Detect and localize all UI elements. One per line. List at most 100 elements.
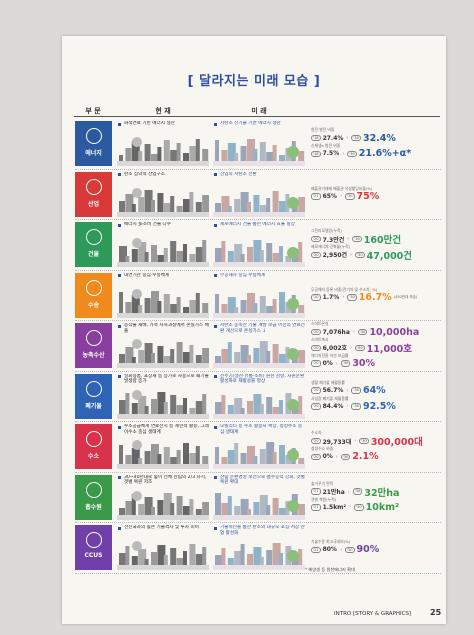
arrow: › [354, 438, 357, 444]
building [119, 507, 125, 515]
building [163, 555, 168, 565]
illustration [117, 339, 209, 368]
arrow: › [352, 329, 355, 336]
building [227, 296, 236, 313]
building [221, 457, 228, 464]
stat-label: 숲가꾸기 면적 [311, 480, 334, 486]
building [227, 404, 234, 414]
arrow: › [342, 294, 345, 301]
to-value: 160만건 [363, 235, 402, 246]
stat-label: 기술수준 최고국대비(%) [311, 539, 351, 545]
from-value: 84.4% [322, 402, 344, 410]
ground [213, 363, 305, 368]
to-value: 47,000건 [366, 250, 413, 262]
stat: 원전·발전 비중 '18 27.4% › '30 32.4% [311, 127, 441, 144]
footnote: * 해양생 등 원천에너지 확대 [305, 567, 355, 572]
to-year: '30 [351, 134, 361, 142]
building [234, 153, 239, 161]
tree [287, 196, 299, 209]
illustration [213, 392, 305, 419]
tree [287, 398, 299, 411]
building [298, 151, 305, 161]
arrow: › [339, 193, 342, 200]
page-number: 25 [430, 608, 442, 617]
building [221, 303, 228, 313]
ground [213, 413, 305, 419]
ground [117, 363, 209, 368]
sector-row: 건물 에너지 多소비 건물 다수 제로에너지 건물 통한 에너지 효율 향상 그린리모… [75, 220, 441, 271]
building [195, 355, 202, 363]
building [227, 342, 232, 363]
smoke [132, 339, 142, 349]
building [176, 143, 181, 161]
to-value: 64% [362, 385, 386, 396]
current-text: 선진국과의 높은 기술격차 및 투자 미비 [117, 525, 209, 537]
stat: 청정수소 비중 '20 0% › '30 2.1% [311, 446, 441, 462]
from-value: 7.3만건 [322, 236, 345, 244]
stat-label: 제로에너지 건축물(누적) [311, 244, 351, 249]
ground [213, 211, 305, 217]
building [215, 356, 221, 363]
arrow: › [342, 150, 345, 157]
future-text: 모빌리티 등 수소 활용처 확장, 청정수소 중심 생태계 [213, 424, 305, 436]
illustration [213, 492, 305, 520]
building [259, 557, 264, 565]
from-year: '21 [311, 504, 321, 511]
building [189, 191, 194, 212]
from-year: '20 [311, 294, 321, 301]
building [189, 146, 198, 161]
building [189, 544, 196, 565]
illustration [117, 238, 209, 267]
stat: 제로에너지 건축물(누적) '20 2,950건 › '30 47,000건 [311, 244, 441, 262]
building [298, 458, 305, 464]
stat-label: 원전·발전 비중 [311, 127, 335, 133]
stat-line: '21 1.5km² › '30 10km² [311, 502, 441, 513]
stat-line: '20 6,002호 › '30 11,000호 [311, 343, 441, 355]
header-rule [74, 116, 440, 117]
building [215, 293, 219, 313]
building [240, 146, 247, 161]
building [183, 352, 191, 363]
building [259, 250, 264, 262]
building [259, 403, 264, 414]
stat-note: (450만대 보급) [393, 294, 418, 299]
building [202, 240, 207, 262]
to-year: '30 [347, 294, 357, 301]
building [202, 149, 209, 161]
building [125, 500, 134, 515]
building [144, 451, 151, 464]
building [151, 353, 155, 363]
tree [287, 348, 299, 360]
building [266, 243, 273, 262]
from-year: '18 [311, 134, 321, 142]
building [272, 452, 277, 464]
building [131, 294, 140, 313]
building [138, 549, 147, 565]
illustration [117, 440, 209, 469]
building [253, 456, 258, 464]
ground [213, 514, 305, 520]
building [157, 454, 162, 464]
current-text: 농작물 재배, 가축 사육과정에서 온실가스 배출 [117, 323, 209, 335]
ground [117, 161, 209, 166]
future-text: 제로에너지 건물 통한 에너지 효율 향상 [213, 222, 305, 234]
to-value: 32만ha [364, 487, 400, 499]
smoke [132, 440, 142, 450]
building [259, 341, 268, 363]
building [272, 145, 277, 161]
building [202, 194, 209, 212]
from-year: '20 [311, 453, 321, 461]
building [195, 446, 200, 464]
building [138, 503, 145, 515]
building [131, 493, 136, 515]
sector-name: 폐기물 [85, 402, 102, 410]
stats: 배출권거래제 배출권 유상할당비율(%) '21 65% › '30 75% [311, 171, 441, 218]
building [131, 556, 138, 565]
building [195, 292, 200, 313]
stat-line: '21 80% › '30 90% [311, 544, 441, 555]
stat: 신재생e 발전 비중 '18 7.5% › '30 21.6%+α* [311, 143, 441, 159]
future-cell: 기술혁신을 통한 탄소의 대규모 포집·저장 산업 활성화 [213, 525, 305, 570]
building [234, 443, 239, 464]
building [215, 202, 221, 212]
stat-label: 배출권거래제 배출권 유상할당비율(%) [311, 185, 373, 191]
